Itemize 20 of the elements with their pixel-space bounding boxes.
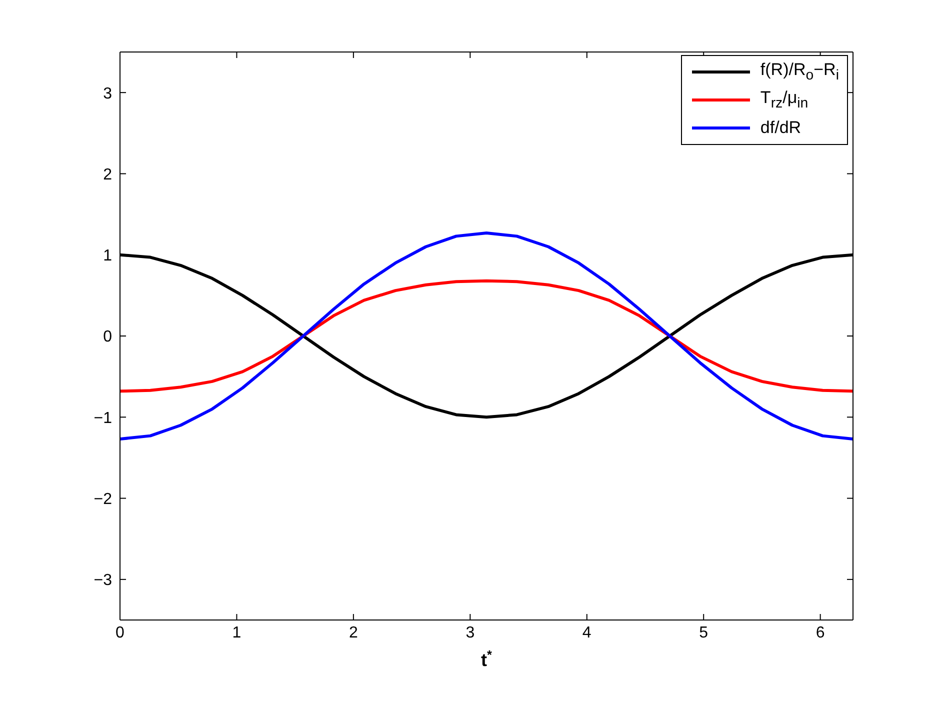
y-tick-label: −2 [94, 490, 112, 508]
y-tick-label: 0 [103, 328, 112, 346]
legend-label: T$_{rz}$/μ$_{in}$ [760, 88, 808, 112]
line-series [120, 231, 853, 441]
x-tick-label: 0 [116, 624, 125, 642]
y-tick-label: 2 [103, 166, 112, 184]
x-tick-label: 3 [466, 624, 475, 642]
legend-label: f(R)/R$_{o}$−R$_{i}$ [760, 60, 839, 84]
x-tick-label: 6 [816, 624, 825, 642]
y-tick-label: −3 [94, 572, 112, 590]
legend-label: df/dR [760, 118, 802, 138]
x-tick-label: 2 [348, 624, 358, 642]
line-series [120, 279, 853, 393]
x-tick-label: 1 [232, 624, 242, 642]
x-axis-title: t$^{*}$ [481, 648, 492, 670]
x-tick-label: 5 [699, 624, 708, 642]
y-tick-label: 3 [103, 85, 112, 102]
y-tick-label: −1 [94, 410, 112, 427]
x-tick-label: 4 [582, 624, 592, 642]
y-tick-label: 1 [103, 248, 112, 265]
